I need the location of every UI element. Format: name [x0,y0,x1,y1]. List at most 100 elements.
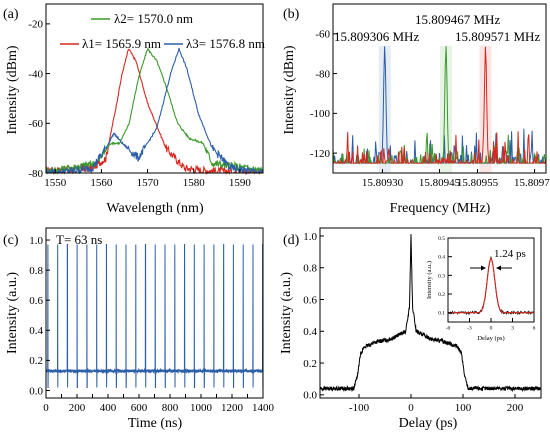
panel-a-ytick-label: -40 [28,68,43,80]
panel-c-xtick-label: 1200 [221,402,244,414]
panel-d-xtick-label: 200 [507,402,524,414]
panel-a: (a) 1550 1560 1570 1580 1590 -80 -60 -40 -20 Wav… [3,3,265,216]
panel-c-xtick-label: 1400 [252,402,275,414]
inset-ytick-label: 0.5 [438,236,445,242]
panel-c-ytick-label: 0.8 [29,265,43,277]
inset-xtick-label: 0 [490,326,493,332]
panel-d-frame [319,227,542,399]
panel-c-ytick-label: 0.4 [29,325,43,337]
panel-d-ytick-label: 0.6 [303,294,317,306]
panel-b-ylabel: Intensity (dBm) [282,45,297,134]
panel-a-xlabel: Wavelength (nm) [106,201,204,216]
panel-a-xtick-label: 1590 [229,177,252,189]
panel-c-xtick-label: 0 [43,402,49,414]
panel-c-ytick-label: 0.6 [29,295,43,307]
panel-b-ytick-label: -100 [310,108,331,120]
panel-d: (d) -100 0 100 200 0.0 0.2 0.4 0.6 0.8 1.0 Delay … [279,227,542,431]
peak-label-green: 15.809467 MHz [415,12,500,27]
inset-axes: -6 -3 0 3 6 0.1 0.2 0.3 0.4 0.5 [438,236,536,332]
fwhm-arrow-right [496,265,512,271]
panel-d-axes: -100 0 100 200 0.0 0.2 0.4 0.6 0.8 1.0 [303,231,524,414]
panel-d-ytick-label: 0.0 [303,390,317,402]
panel-a-ytick-label: -60 [28,118,43,130]
panel-d-xtick-label: -100 [349,402,370,414]
panel-a-ytick-label: -20 [28,19,43,31]
panel-c-plot [45,244,264,388]
series-line-2 [45,47,264,175]
panel-a-xtick-label: 1560 [90,177,113,189]
inset-ytick-label: 0.3 [438,273,445,279]
panel-a-xtick-label: 1570 [137,177,160,189]
panel-d-xlabel: Delay (ps) [399,416,458,431]
panel-b-xtick-label: 15.80930 [362,177,404,189]
inset-ytick-label: 0.1 [438,311,445,317]
panel-a-label: (a) [3,7,19,22]
panel-c: (c) 0 200 400 600 800 1000 1200 1400 0.0 0.2 0.4 0.… [3,227,275,431]
inset-xtick-label: 3 [511,326,514,332]
panel-b-xtick-label: 15.80945 [419,177,461,189]
inset-xtick-label: 6 [533,326,536,332]
autocorrelation-line [319,234,542,393]
legend-label-lambda2: λ2= 1570.0 nm [114,11,193,26]
panel-b-ytick-label: -120 [310,148,331,160]
panel-b-label: (b) [283,7,300,22]
spectrum-line-2 [332,46,546,166]
panel-d-label: (d) [283,233,300,248]
inset-ytick-label: 0.2 [438,292,445,298]
panel-c-xtick-label: 400 [100,402,117,414]
peak-highlight-3 [479,45,492,173]
panel-a-plot [45,47,264,176]
legend-label-lambda3: λ3= 1576.8 nm [186,36,265,51]
panel-d-ytick-label: 0.4 [303,326,317,338]
panel-c-xlabel: Time (ns) [128,416,183,431]
panel-c-xtick-label: 1000 [190,402,213,414]
panel-b-ytick-label: -60 [315,29,330,41]
panel-d-inset: -6 -3 0 3 6 0.1 0.2 0.3 0.4 0.5 Delay (ps) Intens… [426,236,536,342]
pulse-train-line [45,244,264,388]
panel-d-ytick-label: 0.8 [303,263,317,275]
panel-c-xtick-label: 200 [69,402,86,414]
inset-xtick-label: -3 [467,326,472,332]
panel-c-ylabel: Intensity (a.u.) [5,272,20,354]
fwhm-arrow-left [470,265,486,271]
panel-c-ytick-label: 1.0 [29,235,43,247]
panel-a-xtick-label: 1580 [183,177,206,189]
spectrum-line-3 [333,46,547,166]
panel-a-frame [45,3,264,174]
panel-d-xtick-label: 100 [455,402,472,414]
panel-a-axes: 1550 1560 1570 1580 1590 -80 -60 -40 -20 [28,19,251,189]
period-annotation: T= 63 ns [56,232,102,247]
panel-b-annotations: 15.809467 MHz 15.809306 MHz 15.809571 MH… [334,12,540,44]
panel-a-xtick-label: 1550 [44,177,67,189]
inset-line-fit [448,257,534,314]
peak-label-red: 15.809571 MHz [455,29,540,44]
panel-d-plot [319,234,542,393]
panel-d-ytick-label: 1.0 [303,231,317,243]
series-line-1 [45,48,263,176]
panel-b-xlabel: Frequency (MHz) [390,201,491,216]
legend-label-lambda1: λ1= 1565.9 nm [82,36,161,51]
panel-c-axes: 0 200 400 600 800 1000 1200 1400 0.0 0.2 0.4 0.6 0.8… [29,235,274,414]
fwhm-annotation: 1.24 ps [494,248,526,260]
peak-highlight-1 [378,45,391,173]
panel-a-legend: λ2= 1570.0 nm λ1= 1565.9 nm λ3= 1576.8 n… [60,11,265,51]
panel-d-ytick-label: 0.2 [303,358,317,370]
inset-xtick-label: -6 [446,326,451,332]
inset-frame-bg [447,237,535,323]
panel-c-label: (c) [3,233,19,248]
panel-c-ytick-label: 0.0 [29,385,43,397]
panel-a-ytick-label: -80 [28,168,43,180]
inset-ylabel: Intensity (a.u.) [426,261,433,299]
panel-d-ylabel: Intensity (a.u.) [279,272,294,354]
panel-d-xtick-label: 0 [408,402,414,414]
inset-xlabel: Delay (ps) [477,335,504,342]
panel-c-xtick-label: 800 [162,402,179,414]
panel-b-xtick-label: 15.80970 [514,177,550,189]
inset-plot [447,255,534,316]
peak-label-blue: 15.809306 MHz [334,29,419,44]
panel-c-ytick-label: 0.2 [29,355,43,367]
panel-b-xtick-label: 15.80955 [457,177,499,189]
